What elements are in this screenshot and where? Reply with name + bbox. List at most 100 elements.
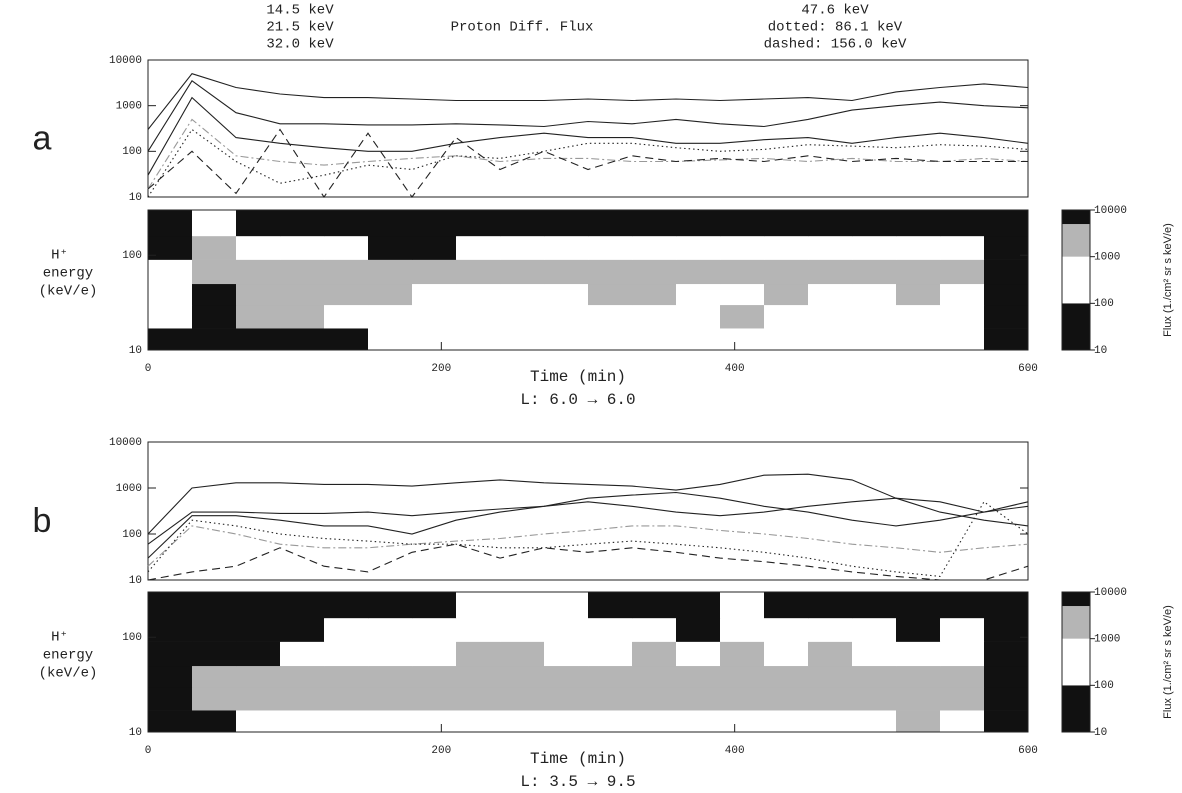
colorbar-tick-label: 100 [1094,680,1114,692]
heat-cell [896,259,941,285]
heat-cell [676,665,721,688]
heat-cell [280,210,325,237]
heat-cell [676,617,721,642]
heat-cell [456,283,501,306]
heat-cell [412,304,457,329]
heat-cell [368,592,413,619]
heat-cell [500,617,545,642]
heat-cell [412,592,457,619]
heat-cell [412,210,457,237]
heat-cell [368,259,413,285]
heat-cell [324,283,369,306]
flux-line [147,118,1029,190]
heat-cell [148,641,193,667]
heat-cell [852,665,897,688]
heat-cell [588,283,633,306]
heat-cell [324,210,369,237]
heat-cell [544,328,589,351]
chart-title: Proton Diff. Flux [451,20,594,36]
heat-cell [148,210,193,237]
colorbar-frame [1061,209,1091,351]
heat-cell [940,710,985,733]
y-tick-label: 100 [122,250,142,262]
heat-cell [148,617,193,642]
plot-frame [147,441,1029,581]
flux-line [147,500,1029,577]
heat-cell [940,328,985,351]
colorbar-tick-label: 100 [1094,298,1114,310]
heat-cell [192,665,237,688]
heat-cell [368,617,413,642]
heat-cell [588,259,633,285]
heat-cell [720,641,765,667]
x-tick-label: 0 [145,363,152,375]
y-axis-label: H⁺ [51,630,68,646]
heat-cell [456,259,501,285]
heat-cell [148,665,193,688]
colorbar-tick-label: 1000 [1094,252,1120,264]
heat-cell [324,641,369,667]
heat-cell [896,235,941,260]
heat-cell [148,259,193,285]
heat-cell [940,283,985,306]
heat-cell [544,665,589,688]
heat-cell [544,210,589,237]
heat-cell [500,686,545,711]
heat-cell [940,259,985,285]
x-tick-label: 0 [145,745,152,757]
heat-cell [632,328,677,351]
heat-cell [808,259,853,285]
heat-cell [236,710,281,733]
heat-cell [676,235,721,260]
heat-cell [544,235,589,260]
legend-entry: 21.5 keV [266,20,334,36]
heat-cell [984,210,1029,237]
heat-cell [456,665,501,688]
x-axis-label: Time (min) [530,750,626,768]
heat-cell [412,328,457,351]
heat-cell [852,617,897,642]
x-tick-label: 600 [1018,745,1038,757]
heat-cell [192,592,237,619]
heat-cell [852,304,897,329]
y-tick-label: 10 [129,345,142,357]
heat-cell [456,641,501,667]
flux-line [147,497,1029,545]
heat-cell [720,304,765,329]
heat-cell [236,235,281,260]
heat-cell [852,210,897,237]
heat-cell [588,641,633,667]
heat-cell [720,235,765,260]
heat-cell [236,641,281,667]
colorbar-band [1062,685,1090,732]
legend-entry: 32.0 keV [266,37,334,53]
heat-cell [720,259,765,285]
heat-cell [720,210,765,237]
heat-cell [764,283,809,306]
y-tick-label: 100 [122,146,142,158]
heat-cell [544,641,589,667]
heat-cell [588,592,633,619]
heat-cell [324,710,369,733]
heat-cell [808,641,853,667]
heat-cell [852,592,897,619]
heat-cell [456,592,501,619]
heat-cell [192,235,237,260]
heat-cell [720,686,765,711]
heat-cell [280,592,325,619]
heat-cell [412,641,457,667]
heat-cell [412,617,457,642]
heat-cell [324,304,369,329]
heat-cell [764,328,809,351]
heat-cell [764,665,809,688]
y-axis-label: (keV/e) [39,284,98,300]
heat-cell [280,617,325,642]
heat-cell [324,617,369,642]
heat-cell [368,235,413,260]
flux-line [147,491,1029,559]
heat-cell [324,235,369,260]
heat-cell [280,304,325,329]
heat-cell [984,235,1029,260]
x-tick-label: 400 [725,363,745,375]
heat-cell [588,328,633,351]
